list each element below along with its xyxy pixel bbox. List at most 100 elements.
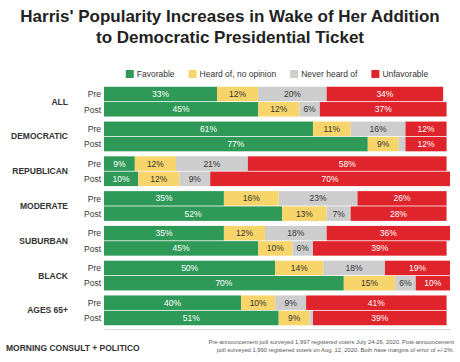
data-label: 12% xyxy=(229,89,246,99)
legend-swatch xyxy=(290,70,298,78)
bar-segment xyxy=(351,206,447,221)
y-tick: Post xyxy=(84,278,102,288)
bar-segment xyxy=(104,311,279,326)
y-tick-label: Post xyxy=(84,278,102,288)
y-tick: Post xyxy=(84,174,102,184)
bar-segment xyxy=(327,206,351,221)
background xyxy=(0,0,460,362)
y-tick: Pre xyxy=(88,263,102,273)
legend-item: Favorable xyxy=(126,69,175,79)
data-label: 16% xyxy=(243,193,260,203)
data-label: 18% xyxy=(287,228,304,238)
bar-segment xyxy=(258,87,327,102)
bar-segment xyxy=(292,241,313,256)
bar-segment xyxy=(351,122,406,137)
data-label: 12% xyxy=(270,104,287,114)
bar-segment xyxy=(104,122,313,137)
group-label: REPUBLICAN xyxy=(12,166,68,176)
y-tick-label: Pre xyxy=(88,194,102,204)
y-tick-label: Post xyxy=(84,105,102,115)
bar-segment xyxy=(104,295,241,310)
data-label: 10% xyxy=(267,243,284,253)
data-label: 52% xyxy=(185,209,202,219)
data-label: 9% xyxy=(189,174,202,184)
bar-segment xyxy=(368,137,399,152)
data-label: 50% xyxy=(181,263,198,273)
data-label: 61% xyxy=(200,124,217,134)
data-label: 10% xyxy=(250,298,267,308)
bar-segment xyxy=(104,156,135,171)
legend-label: Favorable xyxy=(137,69,175,79)
data-label: 41% xyxy=(368,298,385,308)
group-label: SUBURBAN xyxy=(19,236,68,246)
data-label: 45% xyxy=(173,104,190,114)
y-tick: Post xyxy=(84,139,102,149)
data-label: 28% xyxy=(390,209,407,219)
bar-segment xyxy=(310,311,313,326)
note: poll surveyed 1,990 registered voters on… xyxy=(217,347,455,353)
y-tick: Pre xyxy=(88,228,102,238)
group-label: DEMOCRATIC xyxy=(11,131,68,141)
bar-segment xyxy=(306,295,446,310)
group-label: BLACK xyxy=(38,271,69,281)
data-label: 18% xyxy=(346,263,363,273)
data-label: 23% xyxy=(310,193,327,203)
bar-segment xyxy=(104,276,344,291)
y-tick-label: Post xyxy=(84,174,102,184)
data-label: 12% xyxy=(418,139,435,149)
bar-segment xyxy=(327,87,443,102)
data-label: 35% xyxy=(155,228,172,238)
bar-segment xyxy=(320,102,447,117)
bar-segment xyxy=(416,276,450,291)
data-labels: 33%45%61%77%9%10%35%52%35%45%50%70%40%51… xyxy=(113,89,442,323)
bar-segment xyxy=(217,87,258,102)
legend: FavorableHeard of, no opinionNever heard… xyxy=(126,69,429,79)
y-tick-label: Pre xyxy=(88,263,102,273)
data-label: 37% xyxy=(375,104,392,114)
y-tick-label: Post xyxy=(84,139,102,149)
bar-segment xyxy=(104,261,275,276)
bar-segment xyxy=(104,102,258,117)
chart: Harris' Popularity Increases in Wake of … xyxy=(0,0,460,362)
bar-segment xyxy=(399,137,406,152)
y-tick-label: Pre xyxy=(88,159,102,169)
data-label: 6% xyxy=(297,243,310,253)
bar-segment xyxy=(104,137,368,152)
bar-segment xyxy=(275,295,306,310)
bars xyxy=(104,87,450,325)
group-labels: ALLDEMOCRATICREPUBLICANMODERATESUBURBANB… xyxy=(11,97,69,316)
data-label: 58% xyxy=(339,159,356,169)
data-label: 12% xyxy=(150,174,167,184)
bar-segment xyxy=(323,261,385,276)
bar-segment xyxy=(258,241,292,256)
y-tick: Pre xyxy=(88,298,102,308)
data-label: 9% xyxy=(377,139,390,149)
y-tick: Post xyxy=(84,313,102,323)
group-label: ALL xyxy=(51,97,68,107)
bar-segment xyxy=(210,172,450,187)
data-label: 33% xyxy=(152,89,169,99)
bar-segment xyxy=(327,226,450,241)
y-tick-label: Pre xyxy=(88,298,102,308)
data-label: 11% xyxy=(324,124,341,134)
y-tick: Pre xyxy=(88,89,102,99)
data-label: 34% xyxy=(376,89,393,99)
bar-segment xyxy=(344,276,395,291)
legend-label: Unfavorable xyxy=(382,69,428,79)
data-label: 9% xyxy=(288,313,301,323)
data-label: 40% xyxy=(164,298,181,308)
bar-segment xyxy=(179,172,210,187)
bar-segment xyxy=(104,191,224,206)
legend-label: Heard of, no opinion xyxy=(200,69,277,79)
data-label: 39% xyxy=(371,313,388,323)
legend-swatch xyxy=(126,70,134,78)
data-label: 15% xyxy=(361,278,378,288)
bar-segment xyxy=(265,226,327,241)
data-label: 19% xyxy=(409,263,426,273)
bar-segment xyxy=(279,191,358,206)
bar-segment xyxy=(405,137,446,152)
bar-segment xyxy=(138,172,179,187)
x-axis xyxy=(105,329,451,330)
data-label: 35% xyxy=(155,193,172,203)
data-label: 70% xyxy=(215,278,232,288)
